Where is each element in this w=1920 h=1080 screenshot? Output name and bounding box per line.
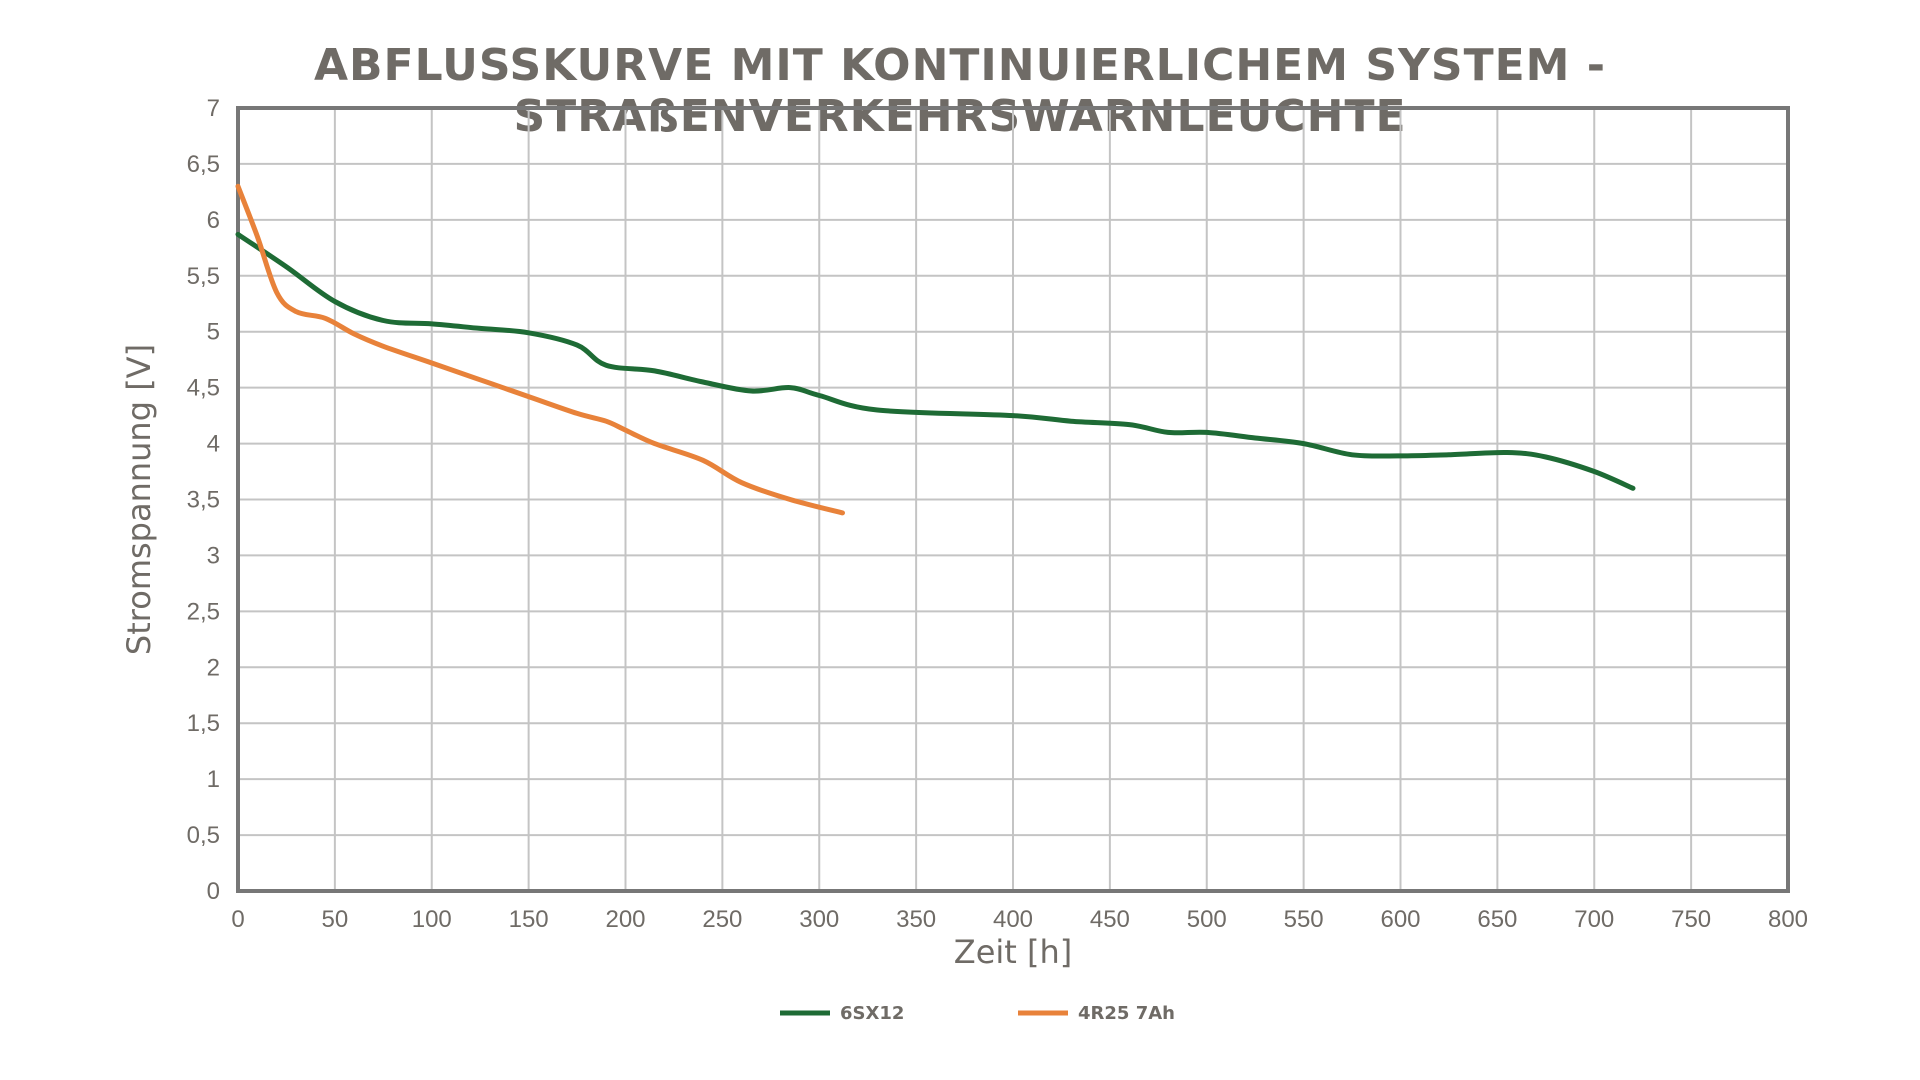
- legend-label: 6SX12: [840, 1003, 904, 1024]
- y-tick-label: 3: [207, 542, 220, 569]
- y-tick-label: 2,5: [187, 598, 220, 625]
- series-line-1: [235, 183, 845, 516]
- y-tick-label: 6,5: [187, 151, 220, 178]
- y-tick-label: 4,5: [187, 375, 220, 402]
- y-tick-label: 4: [207, 431, 220, 458]
- grid: [237, 107, 1789, 892]
- chart-title: ABFLUSSKURVE MIT KONTINUIERLICHEM SYSTEM…: [313, 40, 1607, 142]
- y-tick-label: 2: [207, 654, 220, 681]
- x-tick-label: 100: [412, 906, 452, 933]
- legend: 6SX12 4R25 7Ah: [780, 1003, 1175, 1024]
- x-tick-label: 200: [605, 906, 645, 933]
- x-tick-label: 50: [322, 906, 349, 933]
- x-tick-label: 300: [799, 906, 839, 933]
- y-axis-label: Stromspannung [V]: [120, 344, 158, 655]
- y-tick-label: 0: [207, 878, 220, 905]
- x-tick-label: 450: [1090, 906, 1130, 933]
- x-tick-label: 650: [1477, 906, 1517, 933]
- y-tick-label: 3,5: [187, 487, 220, 514]
- x-tick-label: 350: [896, 906, 936, 933]
- series-layer: [235, 183, 1636, 516]
- y-tick-label: 1,5: [187, 710, 220, 737]
- plot-frame: [236, 106, 1790, 893]
- x-tick-label: 250: [702, 906, 742, 933]
- x-tick-label: 700: [1574, 906, 1614, 933]
- y-axis-ticks: 0 0,5 1 1,5 2 2,5 3 3,5 4 4,5 5 5,5 6 6,5 7: [187, 95, 220, 905]
- y-tick-label: 7: [207, 95, 220, 122]
- y-tick-label: 5: [207, 319, 220, 346]
- y-tick-label: 5,5: [187, 263, 220, 290]
- x-tick-label: 600: [1380, 906, 1420, 933]
- y-tick-label: 0,5: [187, 822, 220, 849]
- y-tick-label: 6: [207, 207, 220, 234]
- x-tick-label: 0: [231, 906, 244, 933]
- x-axis-ticks: 0 50 100 150 200 250 300 350 400 450 500 550 600 650 7…: [231, 906, 1808, 933]
- series-line-0: [235, 231, 1636, 491]
- x-tick-label: 550: [1284, 906, 1324, 933]
- x-tick-label: 750: [1671, 906, 1711, 933]
- x-tick-label: 800: [1768, 906, 1808, 933]
- x-tick-label: 150: [509, 906, 549, 933]
- x-tick-label: 400: [993, 906, 1033, 933]
- legend-label: 4R25 7Ah: [1078, 1003, 1175, 1024]
- x-tick-label: 500: [1187, 906, 1227, 933]
- y-tick-label: 1: [207, 766, 220, 793]
- x-axis-label: Zeit [h]: [954, 933, 1072, 971]
